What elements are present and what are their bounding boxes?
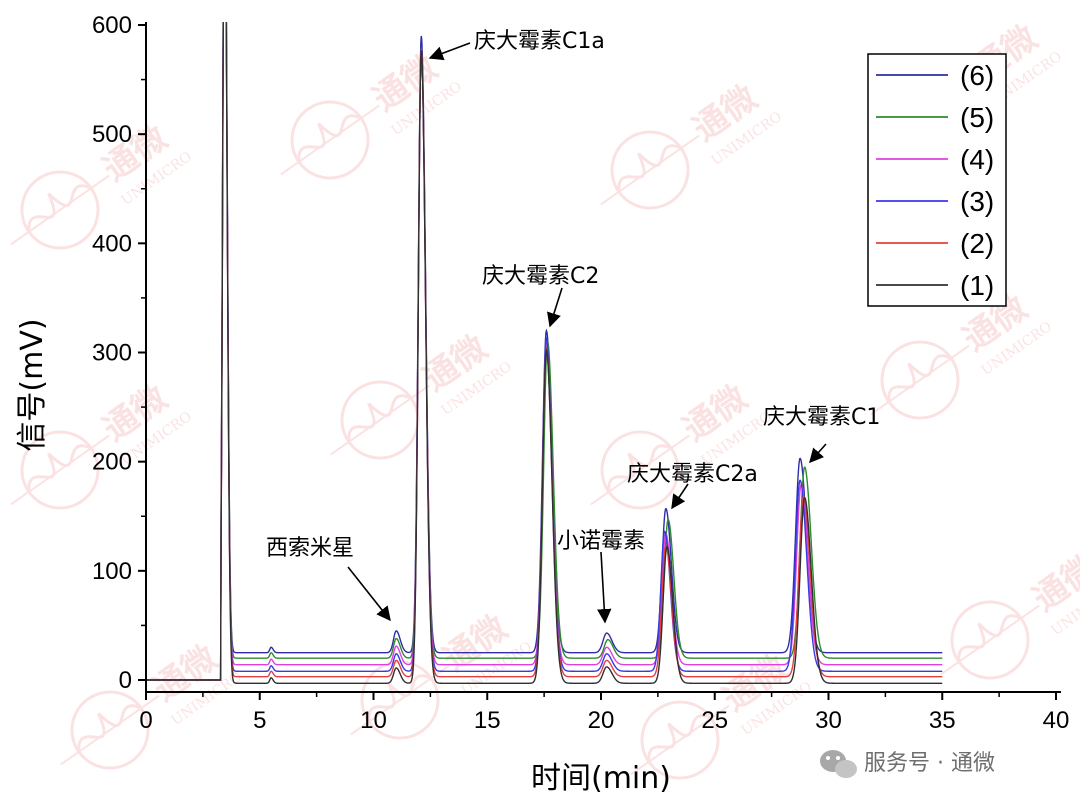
y-tick-label: 100 <box>92 558 132 585</box>
series-layer <box>146 22 943 684</box>
series-line-3 <box>146 22 943 681</box>
peak-annotation-arrow <box>547 287 563 328</box>
peak-annotation-label: 庆大霉素C2 <box>482 264 599 289</box>
y-axis-title: 信号(mV) <box>15 318 50 451</box>
y-tick-label: 400 <box>92 230 132 257</box>
legend-box <box>867 53 1007 307</box>
series-line-6 <box>146 22 943 681</box>
series-line-1 <box>146 22 943 684</box>
peak-annotation-label: 西索米星 <box>266 536 354 561</box>
y-tick-label: 0 <box>119 667 132 694</box>
x-tick-label: 40 <box>1043 707 1070 734</box>
peak-annotation-arrow <box>428 42 471 61</box>
y-tick-label: 300 <box>92 340 132 367</box>
series-line-2 <box>146 22 943 681</box>
y-tick-label: 200 <box>92 449 132 476</box>
x-tick-label: 0 <box>139 707 152 734</box>
series-line-4 <box>146 22 943 681</box>
legend-label: (3) <box>960 186 994 217</box>
y-tick-label: 500 <box>92 121 132 148</box>
peak-annotation-arrow <box>671 483 689 510</box>
annotation-layer: 庆大霉素C1a 庆大霉素C2 西索米星 小诺霉素 庆大霉素C2a 庆大霉素C1 <box>266 29 880 624</box>
legend-label: (6) <box>960 60 994 91</box>
x-axis-title: 时间(min) <box>531 761 671 796</box>
peak-annotation-arrow <box>597 551 612 624</box>
x-tick-label: 25 <box>701 707 728 734</box>
legend-label: (2) <box>960 228 994 259</box>
x-tick-label: 5 <box>253 707 266 734</box>
legend: (6) (5) (4) (3) (2) (1) <box>867 53 1007 307</box>
axes: 0 5 10 15 20 25 30 35 400100200300400500600时间(mi… <box>15 12 1069 796</box>
source-badge: 服务号 · 通微 <box>820 750 995 778</box>
wechat-icon <box>820 750 857 778</box>
source-text: 服务号 · 通微 <box>864 751 995 776</box>
x-tick-label: 35 <box>929 707 956 734</box>
y-tick-label: 600 <box>92 12 132 39</box>
peak-annotation-label: 小诺霉素 <box>557 529 645 554</box>
plot-area: 0 5 10 15 20 25 30 35 400100200300400500600时间(mi… <box>15 12 1069 796</box>
peak-annotation-arrow <box>347 566 391 622</box>
peak-annotation-arrow <box>809 443 827 464</box>
x-tick-label: 15 <box>474 707 501 734</box>
peak-annotation-label: 庆大霉素C1a <box>474 29 605 54</box>
legend-label: (1) <box>960 270 994 301</box>
series-line-5 <box>146 22 943 681</box>
x-tick-label: 30 <box>815 707 842 734</box>
legend-label: (4) <box>960 144 994 175</box>
x-tick-label: 20 <box>588 707 615 734</box>
legend-label: (5) <box>960 102 994 133</box>
peak-annotation-label: 庆大霉素C2a <box>627 462 758 487</box>
peak-annotation-label: 庆大霉素C1 <box>763 405 880 430</box>
x-tick-label: 10 <box>360 707 387 734</box>
